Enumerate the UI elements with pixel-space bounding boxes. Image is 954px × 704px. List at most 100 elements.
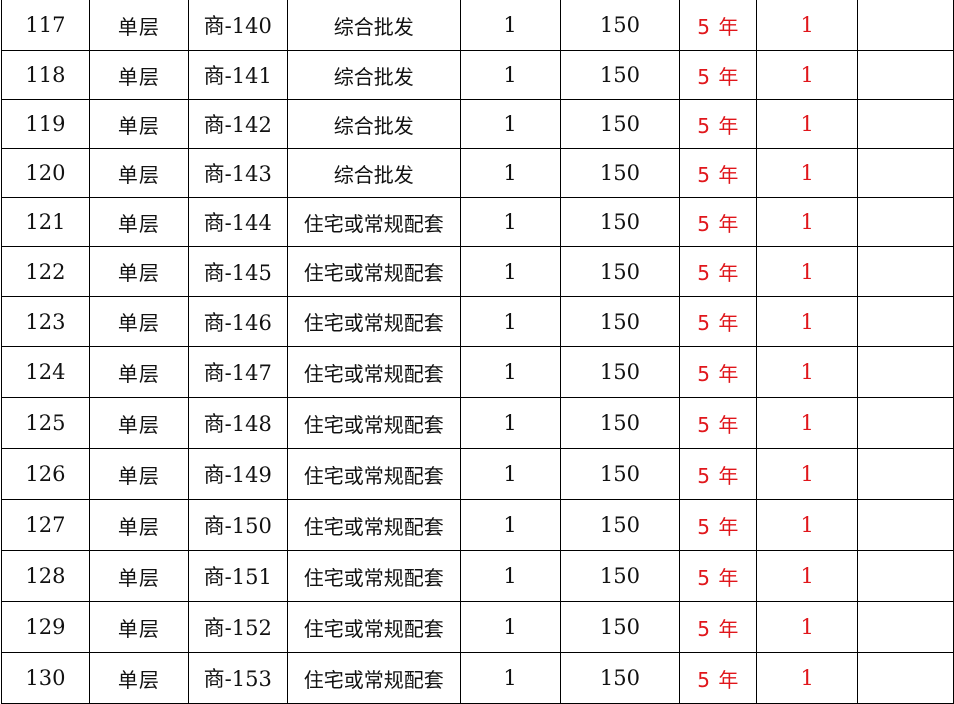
- count-cell: 1: [756, 148, 859, 198]
- floor-type-cell: 单层: [88, 550, 189, 602]
- quantity-cell: 1: [459, 346, 561, 398]
- quantity-cell: 1: [459, 246, 561, 297]
- quantity-cell: 1: [459, 448, 561, 500]
- usage-cell: 住宅或常规配套: [286, 197, 461, 247]
- lease-term-cell: 5 年: [679, 197, 758, 247]
- floor-type-cell: 单层: [88, 346, 189, 398]
- quantity-cell: 1: [459, 499, 561, 551]
- lease-term-cell: 5 年: [679, 601, 758, 653]
- note-cell: [857, 0, 954, 51]
- note-cell: [857, 499, 954, 551]
- row-number-cell: 119: [1, 99, 90, 149]
- row-number-cell: 125: [1, 397, 90, 449]
- note-cell: [857, 296, 954, 347]
- note-cell: [857, 652, 954, 704]
- floor-type-cell: 单层: [88, 148, 189, 198]
- unit-code-cell: 商-142: [187, 99, 288, 149]
- row-number-cell: 124: [1, 346, 90, 398]
- row-number-cell: 127: [1, 499, 90, 551]
- area-cell: 150: [559, 601, 681, 653]
- lease-term-cell: 5 年: [679, 296, 758, 347]
- note-cell: [857, 448, 954, 500]
- unit-code-cell: 商-149: [187, 448, 288, 500]
- note-cell: [857, 197, 954, 247]
- unit-code-cell: 商-152: [187, 601, 288, 653]
- usage-cell: 住宅或常规配套: [286, 601, 461, 653]
- unit-code-cell: 商-147: [187, 346, 288, 398]
- floor-type-cell: 单层: [88, 652, 189, 704]
- count-cell: 1: [756, 197, 859, 247]
- floor-type-cell: 单层: [88, 99, 189, 149]
- area-cell: 150: [559, 148, 681, 198]
- lease-term-cell: 5 年: [679, 148, 758, 198]
- row-number-cell: 129: [1, 601, 90, 653]
- note-cell: [857, 346, 954, 398]
- usage-cell: 住宅或常规配套: [286, 397, 461, 449]
- quantity-cell: 1: [459, 148, 561, 198]
- lease-term-cell: 5 年: [679, 346, 758, 398]
- floor-type-cell: 单层: [88, 499, 189, 551]
- count-cell: 1: [756, 448, 859, 500]
- count-cell: 1: [756, 50, 859, 100]
- lease-term-cell: 5 年: [679, 550, 758, 602]
- count-cell: 1: [756, 246, 859, 297]
- area-cell: 150: [559, 99, 681, 149]
- lease-term-cell: 5 年: [679, 99, 758, 149]
- quantity-cell: 1: [459, 296, 561, 347]
- lease-term-cell: 5 年: [679, 0, 758, 51]
- unit-code-cell: 商-150: [187, 499, 288, 551]
- lease-term-cell: 5 年: [679, 448, 758, 500]
- count-cell: 1: [756, 601, 859, 653]
- area-cell: 150: [559, 550, 681, 602]
- unit-code-cell: 商-148: [187, 397, 288, 449]
- area-cell: 150: [559, 246, 681, 297]
- quantity-cell: 1: [459, 50, 561, 100]
- unit-code-cell: 商-145: [187, 246, 288, 297]
- quantity-cell: 1: [459, 197, 561, 247]
- quantity-cell: 1: [459, 99, 561, 149]
- area-cell: 150: [559, 448, 681, 500]
- row-number-cell: 117: [1, 0, 90, 51]
- area-cell: 150: [559, 296, 681, 347]
- lease-term-cell: 5 年: [679, 499, 758, 551]
- count-cell: 1: [756, 499, 859, 551]
- note-cell: [857, 601, 954, 653]
- lease-term-cell: 5 年: [679, 50, 758, 100]
- quantity-cell: 1: [459, 652, 561, 704]
- usage-cell: 综合批发: [286, 148, 461, 198]
- area-cell: 150: [559, 346, 681, 398]
- floor-type-cell: 单层: [88, 50, 189, 100]
- unit-code-cell: 商-140: [187, 0, 288, 51]
- unit-code-cell: 商-146: [187, 296, 288, 347]
- area-cell: 150: [559, 652, 681, 704]
- area-cell: 150: [559, 197, 681, 247]
- usage-cell: 住宅或常规配套: [286, 550, 461, 602]
- row-number-cell: 118: [1, 50, 90, 100]
- unit-code-cell: 商-153: [187, 652, 288, 704]
- row-number-cell: 128: [1, 550, 90, 602]
- floor-type-cell: 单层: [88, 296, 189, 347]
- usage-cell: 住宅或常规配套: [286, 246, 461, 297]
- row-number-cell: 121: [1, 197, 90, 247]
- area-cell: 150: [559, 397, 681, 449]
- area-cell: 150: [559, 0, 681, 51]
- area-cell: 150: [559, 499, 681, 551]
- quantity-cell: 1: [459, 601, 561, 653]
- count-cell: 1: [756, 397, 859, 449]
- floor-type-cell: 单层: [88, 448, 189, 500]
- floor-type-cell: 单层: [88, 397, 189, 449]
- usage-cell: 综合批发: [286, 50, 461, 100]
- unit-code-cell: 商-144: [187, 197, 288, 247]
- floor-type-cell: 单层: [88, 246, 189, 297]
- row-number-cell: 120: [1, 148, 90, 198]
